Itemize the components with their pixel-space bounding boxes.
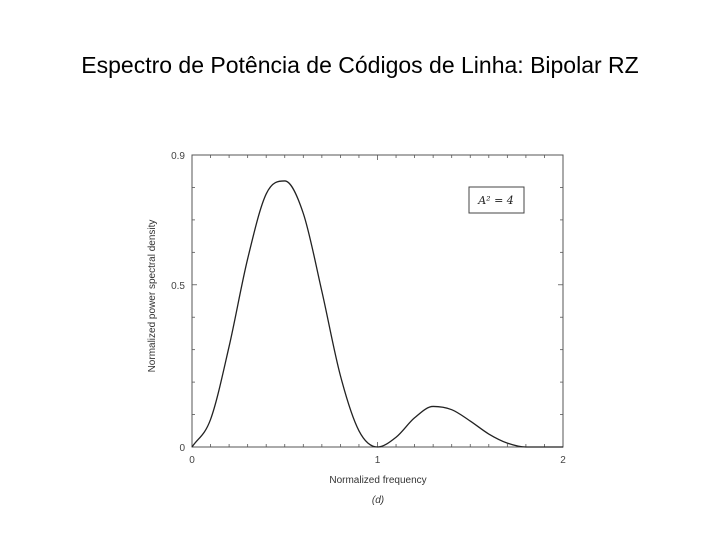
slide-title: Espectro de Potência de Códigos de Linha… — [81, 52, 639, 78]
x-tick-label: 2 — [560, 455, 566, 466]
y-tick-label: 0.9 — [171, 151, 185, 162]
y-axis-label: Normalized power spectral density — [147, 220, 158, 373]
legend-label: A² = 4 — [477, 194, 514, 207]
y-tick-label: 0 — [179, 443, 185, 454]
legend-box — [468, 186, 525, 214]
chart-caption: (d) — [372, 495, 384, 506]
x-axis-label: Normalized frequency — [329, 475, 426, 486]
x-tick-label: 0 — [189, 455, 195, 466]
tick-labels: 0 1 2 0 0.5 0.9 — [171, 151, 566, 466]
y-tick-label: 0.5 — [171, 281, 185, 292]
x-tick-label: 1 — [375, 455, 381, 466]
psd-curve — [191, 180, 563, 448]
axis-ticks — [191, 154, 564, 448]
